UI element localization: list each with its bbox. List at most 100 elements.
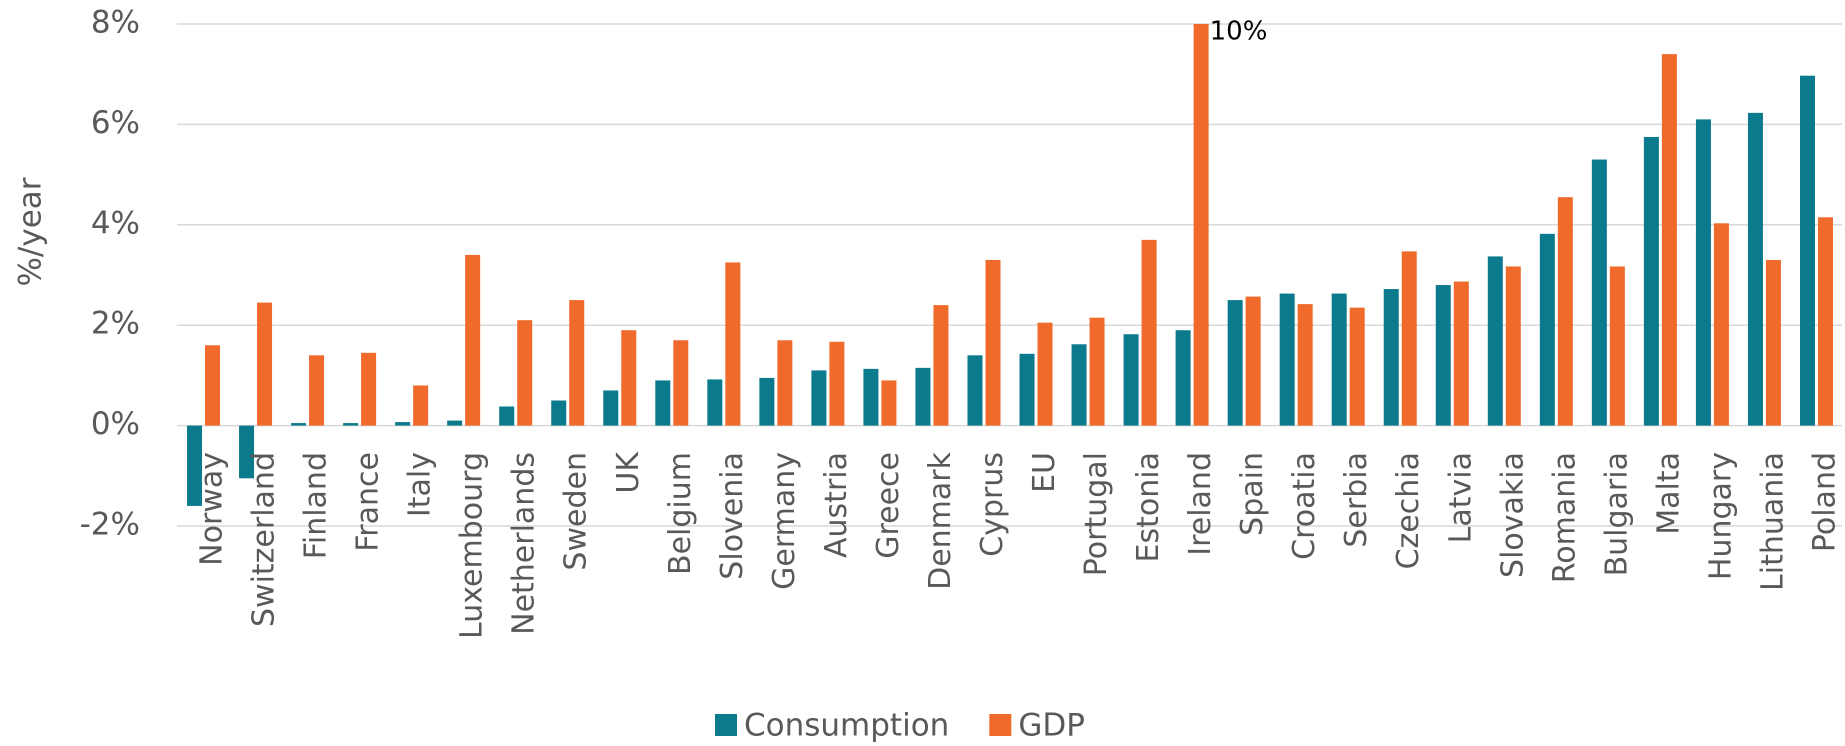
x-tick-label: Ireland xyxy=(1183,452,1218,556)
x-tick-label: Sweden xyxy=(559,452,594,571)
x-tick-label: Slovakia xyxy=(1495,452,1530,578)
bar xyxy=(1505,266,1521,426)
bar xyxy=(1349,307,1365,426)
bar xyxy=(1193,24,1209,426)
bar xyxy=(1487,256,1503,426)
legend-label: Consumption xyxy=(744,708,949,744)
bar xyxy=(413,385,429,426)
bar xyxy=(863,368,879,426)
bar xyxy=(551,400,567,426)
bar xyxy=(1817,217,1833,426)
bar xyxy=(499,406,515,426)
legend-label: GDP xyxy=(1018,708,1085,744)
bar xyxy=(1591,159,1607,426)
bar xyxy=(309,355,325,426)
bar xyxy=(759,377,775,426)
data-label: 10% xyxy=(1210,17,1268,47)
bar xyxy=(1765,259,1781,426)
bar xyxy=(1383,289,1399,426)
bar xyxy=(1713,223,1729,426)
bar xyxy=(1123,334,1139,426)
x-tick-label: Hungary xyxy=(1703,452,1738,580)
bar xyxy=(1227,300,1243,426)
x-tick-label: Netherlands xyxy=(507,452,542,635)
bar xyxy=(1141,239,1157,426)
bar xyxy=(673,340,689,426)
x-tick-label: Luxembourg xyxy=(455,452,490,639)
x-tick-label: Romania xyxy=(1547,452,1582,583)
bar xyxy=(239,425,255,479)
bar xyxy=(621,330,637,426)
x-tick-label: Norway xyxy=(195,452,230,566)
x-tick-label: France xyxy=(351,452,386,552)
x-tick-label: Italy xyxy=(403,452,438,517)
x-tick-label: Croatia xyxy=(1287,452,1322,560)
x-tick-label: Poland xyxy=(1807,452,1842,552)
bar xyxy=(933,305,949,426)
bar xyxy=(1695,119,1711,426)
bar xyxy=(829,341,845,426)
x-tick-label: Portugal xyxy=(1079,452,1114,576)
bar xyxy=(1435,285,1451,426)
bar xyxy=(1401,251,1417,426)
bar xyxy=(569,300,585,426)
bar xyxy=(985,259,1001,426)
y-tick-label: -2% xyxy=(80,507,140,543)
bar xyxy=(395,422,411,426)
x-tick-label: Cyprus xyxy=(975,452,1010,557)
x-tick-label: Germany xyxy=(767,452,802,590)
bar xyxy=(655,380,671,426)
x-tick-label: UK xyxy=(611,451,646,494)
bar xyxy=(1019,353,1035,426)
bar xyxy=(1661,54,1677,426)
bar xyxy=(257,302,273,426)
y-tick-label: 2% xyxy=(91,306,140,342)
bar xyxy=(1331,293,1347,426)
bar xyxy=(1037,322,1053,426)
bar xyxy=(517,320,533,426)
y-axis-label: %/year xyxy=(13,177,49,286)
x-tick-label: Estonia xyxy=(1131,452,1166,562)
x-tick-label: Denmark xyxy=(923,451,958,590)
bar xyxy=(1089,317,1105,426)
bar xyxy=(465,254,481,426)
bar xyxy=(725,262,741,426)
bar xyxy=(1643,136,1659,426)
y-tick-label: 6% xyxy=(91,105,140,141)
bar xyxy=(361,352,377,426)
bar xyxy=(343,423,359,426)
bar xyxy=(881,380,897,426)
bar xyxy=(915,367,931,426)
bar xyxy=(603,390,619,426)
x-tick-label: Slovenia xyxy=(715,452,750,580)
bar xyxy=(1245,296,1261,426)
legend-swatch xyxy=(989,714,1012,736)
x-tick-label: Greece xyxy=(871,452,906,559)
x-tick-label: Latvia xyxy=(1443,452,1478,543)
bar xyxy=(1279,293,1295,426)
bar xyxy=(205,345,221,426)
bar xyxy=(1297,304,1313,426)
bar xyxy=(1609,266,1625,426)
x-tick-label: Austria xyxy=(819,452,854,558)
x-tick-label: Serbia xyxy=(1339,452,1374,548)
bar xyxy=(1539,233,1555,426)
bars xyxy=(187,24,1833,506)
bar xyxy=(1071,344,1087,426)
bar xyxy=(967,355,983,426)
x-tick-label: Switzerland xyxy=(247,452,282,627)
legend-swatch xyxy=(715,714,737,736)
bar xyxy=(187,425,203,506)
x-tick-label: Malta xyxy=(1651,452,1686,535)
bar xyxy=(777,340,793,426)
y-tick-label: 0% xyxy=(91,406,140,442)
bar xyxy=(447,420,463,426)
x-tick-label: Belgium xyxy=(663,452,698,575)
x-tick-label: Bulgaria xyxy=(1599,452,1634,576)
y-tick-label: 8% xyxy=(91,5,140,41)
x-tick-label: Finland xyxy=(299,452,334,559)
bar xyxy=(811,370,827,426)
bar xyxy=(1799,75,1815,426)
